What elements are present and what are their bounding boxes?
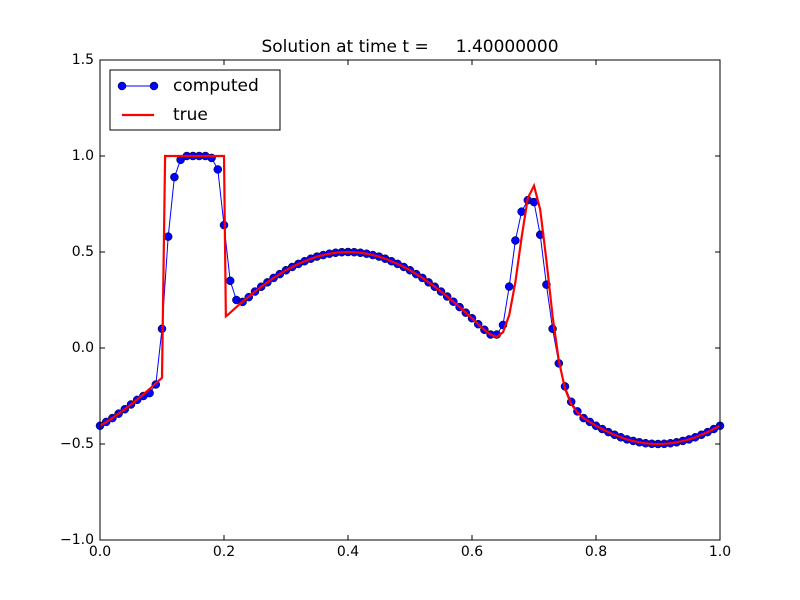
data-point	[225, 276, 235, 286]
data-point	[170, 172, 179, 182]
legend-marker	[117, 81, 127, 91]
series-line	[99, 154, 721, 446]
data-point	[504, 282, 514, 291]
chart-title: Solution at time t = 1.40000000	[261, 37, 558, 57]
y-tick-label: 1.5	[72, 52, 94, 68]
y-tick-label: 1.0	[72, 148, 94, 164]
x-tick-label: 0.6	[461, 544, 483, 560]
data-point	[163, 232, 173, 241]
y-tick-label: 0.5	[72, 244, 94, 260]
data-point	[511, 236, 520, 245]
y-tick-label: −0.5	[60, 436, 94, 452]
legend-marker	[149, 81, 159, 91]
plot-frame	[99, 59, 721, 541]
x-tick-label: 0.2	[213, 544, 235, 560]
x-tick-label: 0.0	[89, 544, 111, 560]
legend-label: computed	[173, 76, 259, 96]
x-tick-label: 1.0	[709, 544, 731, 560]
legend-label: true	[173, 105, 208, 125]
x-tick-label: 0.4	[337, 544, 359, 560]
data-point	[213, 165, 223, 174]
x-tick-label: 0.8	[585, 544, 607, 560]
y-tick-label: 0.0	[72, 340, 94, 356]
y-tick-label: −1.0	[60, 532, 94, 548]
legend-box	[109, 69, 281, 131]
